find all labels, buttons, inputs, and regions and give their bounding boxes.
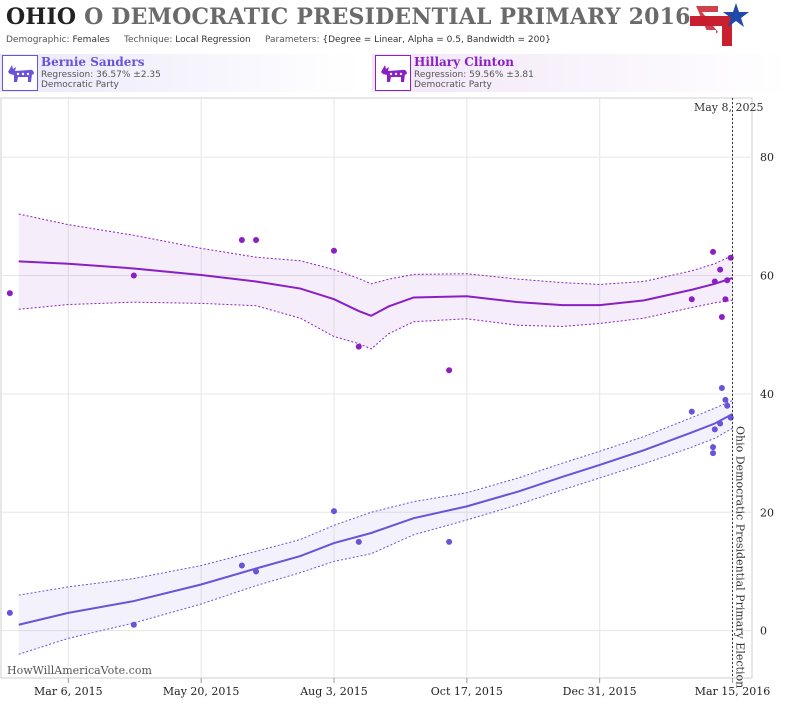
today-date-label: May 8, 2025 <box>694 101 764 114</box>
regression-line <box>18 260 733 317</box>
poll-point <box>6 290 13 297</box>
confidence-lower-line <box>18 427 733 655</box>
poll-point <box>6 609 13 616</box>
poll-point <box>688 408 695 415</box>
poll-point <box>710 450 717 457</box>
poll-point <box>355 538 362 545</box>
candidate-regression: Regression: 59.56% ±3.81 <box>414 70 534 80</box>
poll-point <box>355 343 362 350</box>
poll-point <box>446 367 453 374</box>
x-tick-label: Aug 3, 2015 <box>299 685 368 698</box>
confidence-band <box>18 400 733 655</box>
poll-point <box>724 277 731 284</box>
poll-point <box>718 313 725 320</box>
page-header: OHIO O DEMOCRATIC PRESIDENTIAL PRIMARY 2… <box>0 0 789 52</box>
poll-point <box>717 266 724 273</box>
y-tick-label: 80 <box>760 151 774 164</box>
confidence-lower-line <box>18 299 733 350</box>
technique-label: Technique: <box>124 35 173 45</box>
candidate-regression: Regression: 36.57% ±2.35 <box>41 70 161 80</box>
x-tick-label: Oct 17, 2015 <box>431 685 503 698</box>
technique-value: Local Regression <box>175 35 251 45</box>
site-logo-icon[interactable] <box>688 2 750 50</box>
plot-frame <box>0 97 753 679</box>
candidate-legend: Bernie Sanders Regression: 36.57% ±2.35 … <box>0 54 789 94</box>
poll-point <box>446 538 453 545</box>
title-election: O DEMOCRATIC PRESIDENTIAL PRIMARY 2016 <box>84 4 691 30</box>
y-tick-label: 20 <box>760 506 774 519</box>
candidate-card-clinton[interactable]: Hillary Clinton Regression: 59.56% ±3.81… <box>375 54 775 92</box>
candidate-party: Democratic Party <box>41 80 119 90</box>
demographic-value: Females <box>72 35 110 45</box>
poll-point <box>688 296 695 303</box>
candidate-name: Bernie Sanders <box>41 55 145 69</box>
y-tick-label: 0 <box>760 625 767 638</box>
poll-point <box>330 247 337 254</box>
y-tick-label: 60 <box>760 270 774 283</box>
poll-point <box>253 237 260 244</box>
poll-point <box>130 621 137 628</box>
poll-point <box>711 426 718 433</box>
poll-point <box>238 237 245 244</box>
title-state: OHIO <box>6 4 77 30</box>
poll-point <box>238 562 245 569</box>
confidence-upper-line <box>18 213 733 285</box>
democrat-donkey-icon <box>375 55 411 91</box>
poll-point <box>711 278 718 285</box>
x-tick-label: Mar 15, 2016 <box>695 685 771 698</box>
poll-point <box>722 396 729 403</box>
x-tick-label: Mar 6, 2015 <box>34 685 103 698</box>
page-title: OHIO O DEMOCRATIC PRESIDENTIAL PRIMARY 2… <box>6 4 691 30</box>
parameters-value: {Degree = Linear, Alpha = 0.5, Bandwidth… <box>322 35 551 45</box>
candidate-card-sanders[interactable]: Bernie Sanders Regression: 36.57% ±2.35 … <box>2 54 362 92</box>
x-tick-label: Dec 31, 2015 <box>563 685 637 698</box>
poll-point <box>717 420 724 427</box>
election-label: Ohio Democratic Presidential Primary Ele… <box>734 426 747 688</box>
poll-point <box>253 568 260 575</box>
watermark: HowWillAmericaVote.com <box>7 664 152 677</box>
x-tick-label: May 20, 2015 <box>163 685 240 698</box>
candidate-name: Hillary Clinton <box>414 55 514 69</box>
regression-chart: Mar 6, 2015 May 20, 2015 Aug 3, 2015 Oct 17… <box>0 97 774 698</box>
demographic-label: Demographic: <box>6 35 70 45</box>
poll-point <box>722 296 729 303</box>
democrat-donkey-icon <box>2 55 38 91</box>
candidate-party: Democratic Party <box>414 80 492 90</box>
regression-line <box>18 413 733 626</box>
confidence-upper-line <box>18 399 733 596</box>
y-tick-label: 40 <box>760 388 774 401</box>
poll-point <box>330 508 337 515</box>
poll-point <box>130 272 137 279</box>
poll-point <box>724 402 731 409</box>
parameters-line: Demographic: Females Technique: Local Re… <box>6 35 551 45</box>
parameters-label: Parameters: <box>264 35 320 45</box>
poll-point <box>710 444 717 451</box>
poll-point <box>718 385 725 391</box>
poll-point <box>710 248 717 255</box>
